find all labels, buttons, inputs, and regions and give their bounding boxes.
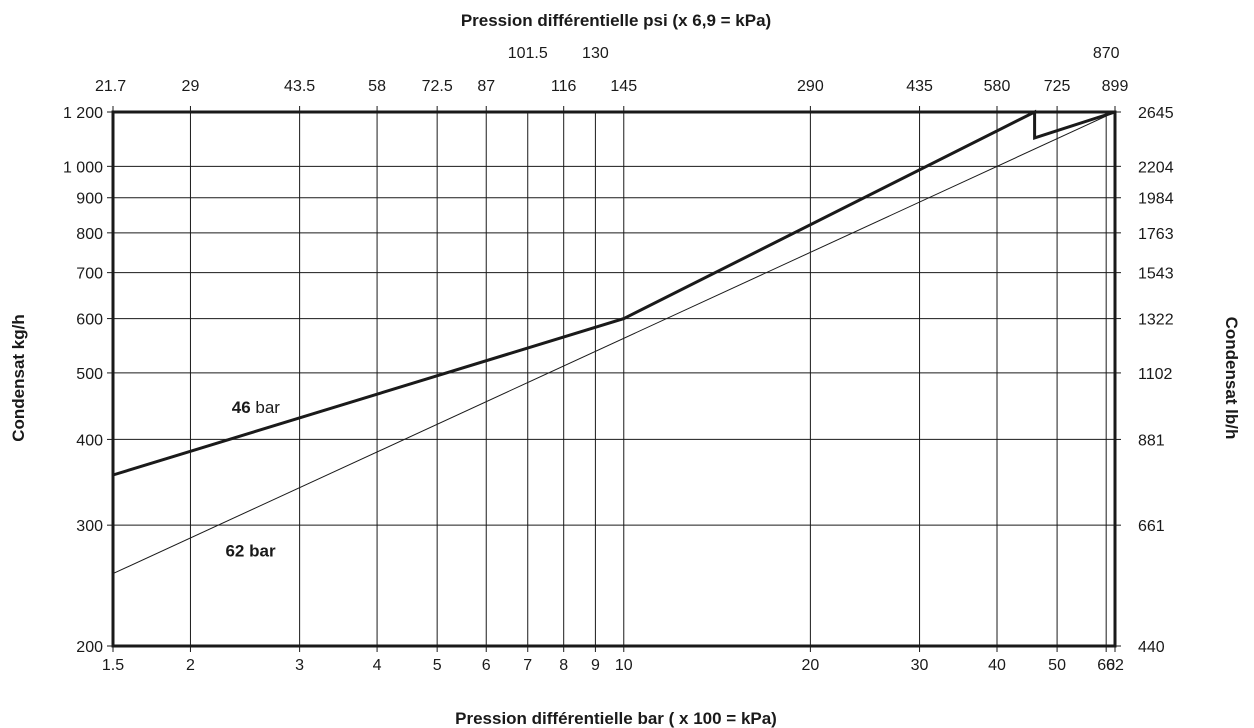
x-tick-label: 40 (988, 657, 1006, 674)
x-tick-label: 62 (1106, 657, 1124, 674)
grid-lines (107, 106, 1121, 652)
y-tick-label: 300 (76, 518, 103, 535)
x-tick-label: 1.5 (102, 657, 124, 674)
x-tick-label: 60 (1097, 657, 1115, 674)
right-axis-title: Condensat lb/h (1222, 317, 1241, 440)
x2-tick-label-lower: 435 (906, 78, 933, 95)
plot-frame (111, 110, 1117, 648)
series-label-unit: bar (255, 398, 280, 417)
x-tick-label: 2 (186, 657, 195, 674)
x2-tick-label-lower: 87 (477, 78, 495, 95)
y2-tick-label: 1322 (1138, 312, 1174, 329)
series-label-1: 62 bar (225, 542, 275, 561)
x2-tick-label-lower: 145 (610, 78, 637, 95)
y2-tick-label: 661 (1138, 518, 1165, 535)
top-axis-title: Pression différentielle psi (x 6,9 = kPa… (461, 11, 771, 30)
y2-tick-label: 2645 (1138, 105, 1174, 122)
x-tick-label: 20 (801, 657, 819, 674)
y2-tick-label: 1102 (1138, 366, 1173, 383)
x2-tick-label-lower: 72.5 (422, 78, 453, 95)
x-tick-label: 4 (373, 657, 382, 674)
x-tick-label: 30 (911, 657, 929, 674)
bottom-axis-title: Pression différentielle bar ( x 100 = kP… (455, 709, 777, 728)
x2-tick-label-lower: 290 (797, 78, 824, 95)
x2-tick-label-upper: 130 (582, 45, 609, 62)
y-tick-label: 1 200 (63, 105, 103, 122)
x-tick-label: 50 (1048, 657, 1066, 674)
x2-tick-label-lower: 116 (551, 78, 577, 95)
y-tick-label: 500 (76, 366, 103, 383)
y-tick-label: 700 (76, 266, 103, 283)
x2-tick-label-upper: 870 (1093, 45, 1120, 62)
x-tick-label: 6 (482, 657, 491, 674)
series-line-1 (112, 111, 1116, 575)
y2-tick-label: 1763 (1138, 226, 1174, 243)
x-tick-label: 10 (615, 657, 633, 674)
x2-tick-label-lower: 725 (1044, 78, 1071, 95)
x2-tick-label-lower: 29 (182, 78, 200, 95)
y-tick-label: 1 000 (63, 159, 103, 176)
x-tick-label: 3 (295, 657, 304, 674)
y2-tick-label: 2204 (1138, 159, 1174, 176)
x2-tick-label-lower: 43.5 (284, 78, 315, 95)
series-label-0: 46 bar (232, 398, 281, 417)
y-tick-label: 400 (76, 432, 103, 449)
y-tick-label: 900 (76, 191, 103, 208)
y-tick-label: 200 (76, 639, 103, 656)
x2-tick-label-lower: 899 (1102, 78, 1129, 95)
series-lines (112, 109, 1116, 575)
series-label-unit: bar (249, 542, 276, 561)
y2-tick-label: 1984 (1138, 191, 1174, 208)
x-tick-label: 7 (523, 657, 532, 674)
series-label-value: 62 (225, 542, 249, 561)
series-label-value: 46 (232, 398, 256, 417)
y-tick-label: 800 (76, 226, 103, 243)
x2-tick-label-upper: 101.5 (508, 45, 548, 62)
y2-tick-label: 1543 (1138, 266, 1174, 283)
y-tick-label: 600 (76, 312, 103, 329)
y2-tick-label: 440 (1138, 639, 1165, 656)
y2-tick-label: 881 (1138, 432, 1165, 449)
x-tick-label: 8 (559, 657, 568, 674)
left-axis-title: Condensat kg/h (9, 314, 28, 442)
x-tick-label: 5 (433, 657, 442, 674)
x2-tick-label-lower: 21.7 (95, 78, 126, 95)
x2-tick-label-lower: 58 (368, 78, 386, 95)
x2-tick-label-lower: 580 (984, 78, 1011, 95)
x-tick-label: 9 (591, 657, 600, 674)
